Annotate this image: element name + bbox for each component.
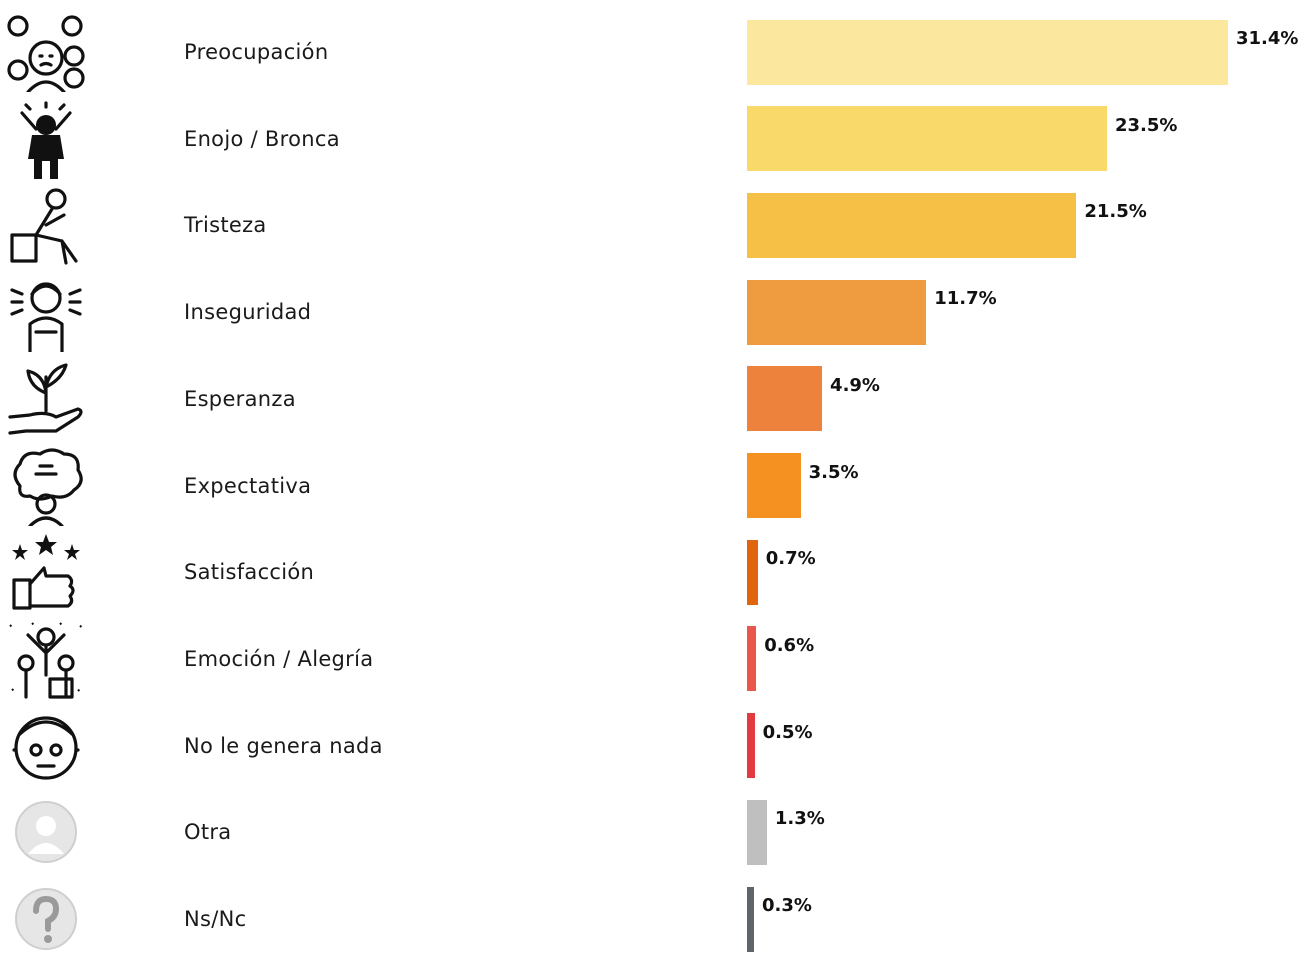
- category-label: Inseguridad: [184, 300, 312, 325]
- worried-faces-icon: [7, 15, 85, 92]
- thinking-head-icon: [13, 447, 83, 526]
- sad-sitting-person-icon: [10, 188, 78, 265]
- bar: [747, 279, 927, 345]
- bar: [747, 626, 757, 692]
- value-label: 23.5%: [1114, 114, 1178, 136]
- category-label: Esperanza: [184, 386, 296, 411]
- value-label: 3.5%: [808, 461, 859, 483]
- bar: [747, 192, 1077, 258]
- chart-row: Emoción / Alegría 0.6%: [0, 615, 1305, 701]
- chart-row: Esperanza 4.9%: [0, 355, 1305, 441]
- category-label: Emoción / Alegría: [184, 646, 374, 671]
- neutral-face-icon: [12, 715, 80, 780]
- value-label: 21.5%: [1084, 201, 1147, 223]
- chart-row: Enojo / Bronca 23.5%: [0, 95, 1305, 181]
- chart-row: Otra 1.3%: [0, 788, 1305, 874]
- value-label: 0.3%: [762, 895, 812, 916]
- value-label: 31.4%: [1236, 28, 1299, 49]
- category-label: Enojo / Bronca: [184, 126, 340, 151]
- bar: [747, 886, 754, 952]
- chart-row: Ns/Nc 0.3%: [0, 875, 1305, 961]
- value-label: 0.7%: [765, 548, 816, 570]
- thumbs-up-stars-icon: [12, 534, 80, 610]
- chart-row: Tristeza 21.5%: [0, 181, 1305, 267]
- category-label: Tristeza: [184, 213, 267, 238]
- category-label: No le genera nada: [184, 733, 383, 758]
- angry-person-icon: [20, 101, 72, 179]
- category-label: Satisfacción: [184, 560, 315, 585]
- category-label: Preocupación: [184, 40, 329, 64]
- plant-in-hand-icon: [8, 363, 83, 435]
- chart-row: Expectativa 3.5%: [0, 442, 1305, 528]
- question-user-icon: [15, 888, 77, 950]
- bar: [747, 19, 1228, 85]
- bar: [747, 453, 801, 518]
- celebrating-people-icon: [9, 622, 83, 699]
- bar: [747, 799, 767, 865]
- chart-row: Inseguridad 11.7%: [0, 268, 1305, 354]
- chart-row: No le genera nada 0.5%: [0, 702, 1305, 788]
- category-label: Ns/Nc: [184, 907, 247, 931]
- chart-row: Preocupación 31.4%: [0, 8, 1305, 94]
- bar: [747, 539, 758, 605]
- bar: [747, 713, 755, 779]
- value-label: 4.9%: [830, 374, 880, 396]
- chart-row: Satisfacción 0.7%: [0, 528, 1305, 614]
- bar: [747, 106, 1107, 172]
- value-label: 0.6%: [764, 634, 815, 656]
- value-label: 11.7%: [934, 288, 997, 310]
- value-label: 0.5%: [762, 721, 813, 743]
- generic-user-icon: [15, 801, 77, 864]
- value-label: 1.3%: [774, 808, 825, 830]
- bar: [747, 366, 823, 432]
- category-label: Otra: [184, 820, 232, 845]
- insecure-person-icon: [10, 282, 82, 353]
- category-label: Expectativa: [184, 473, 312, 498]
